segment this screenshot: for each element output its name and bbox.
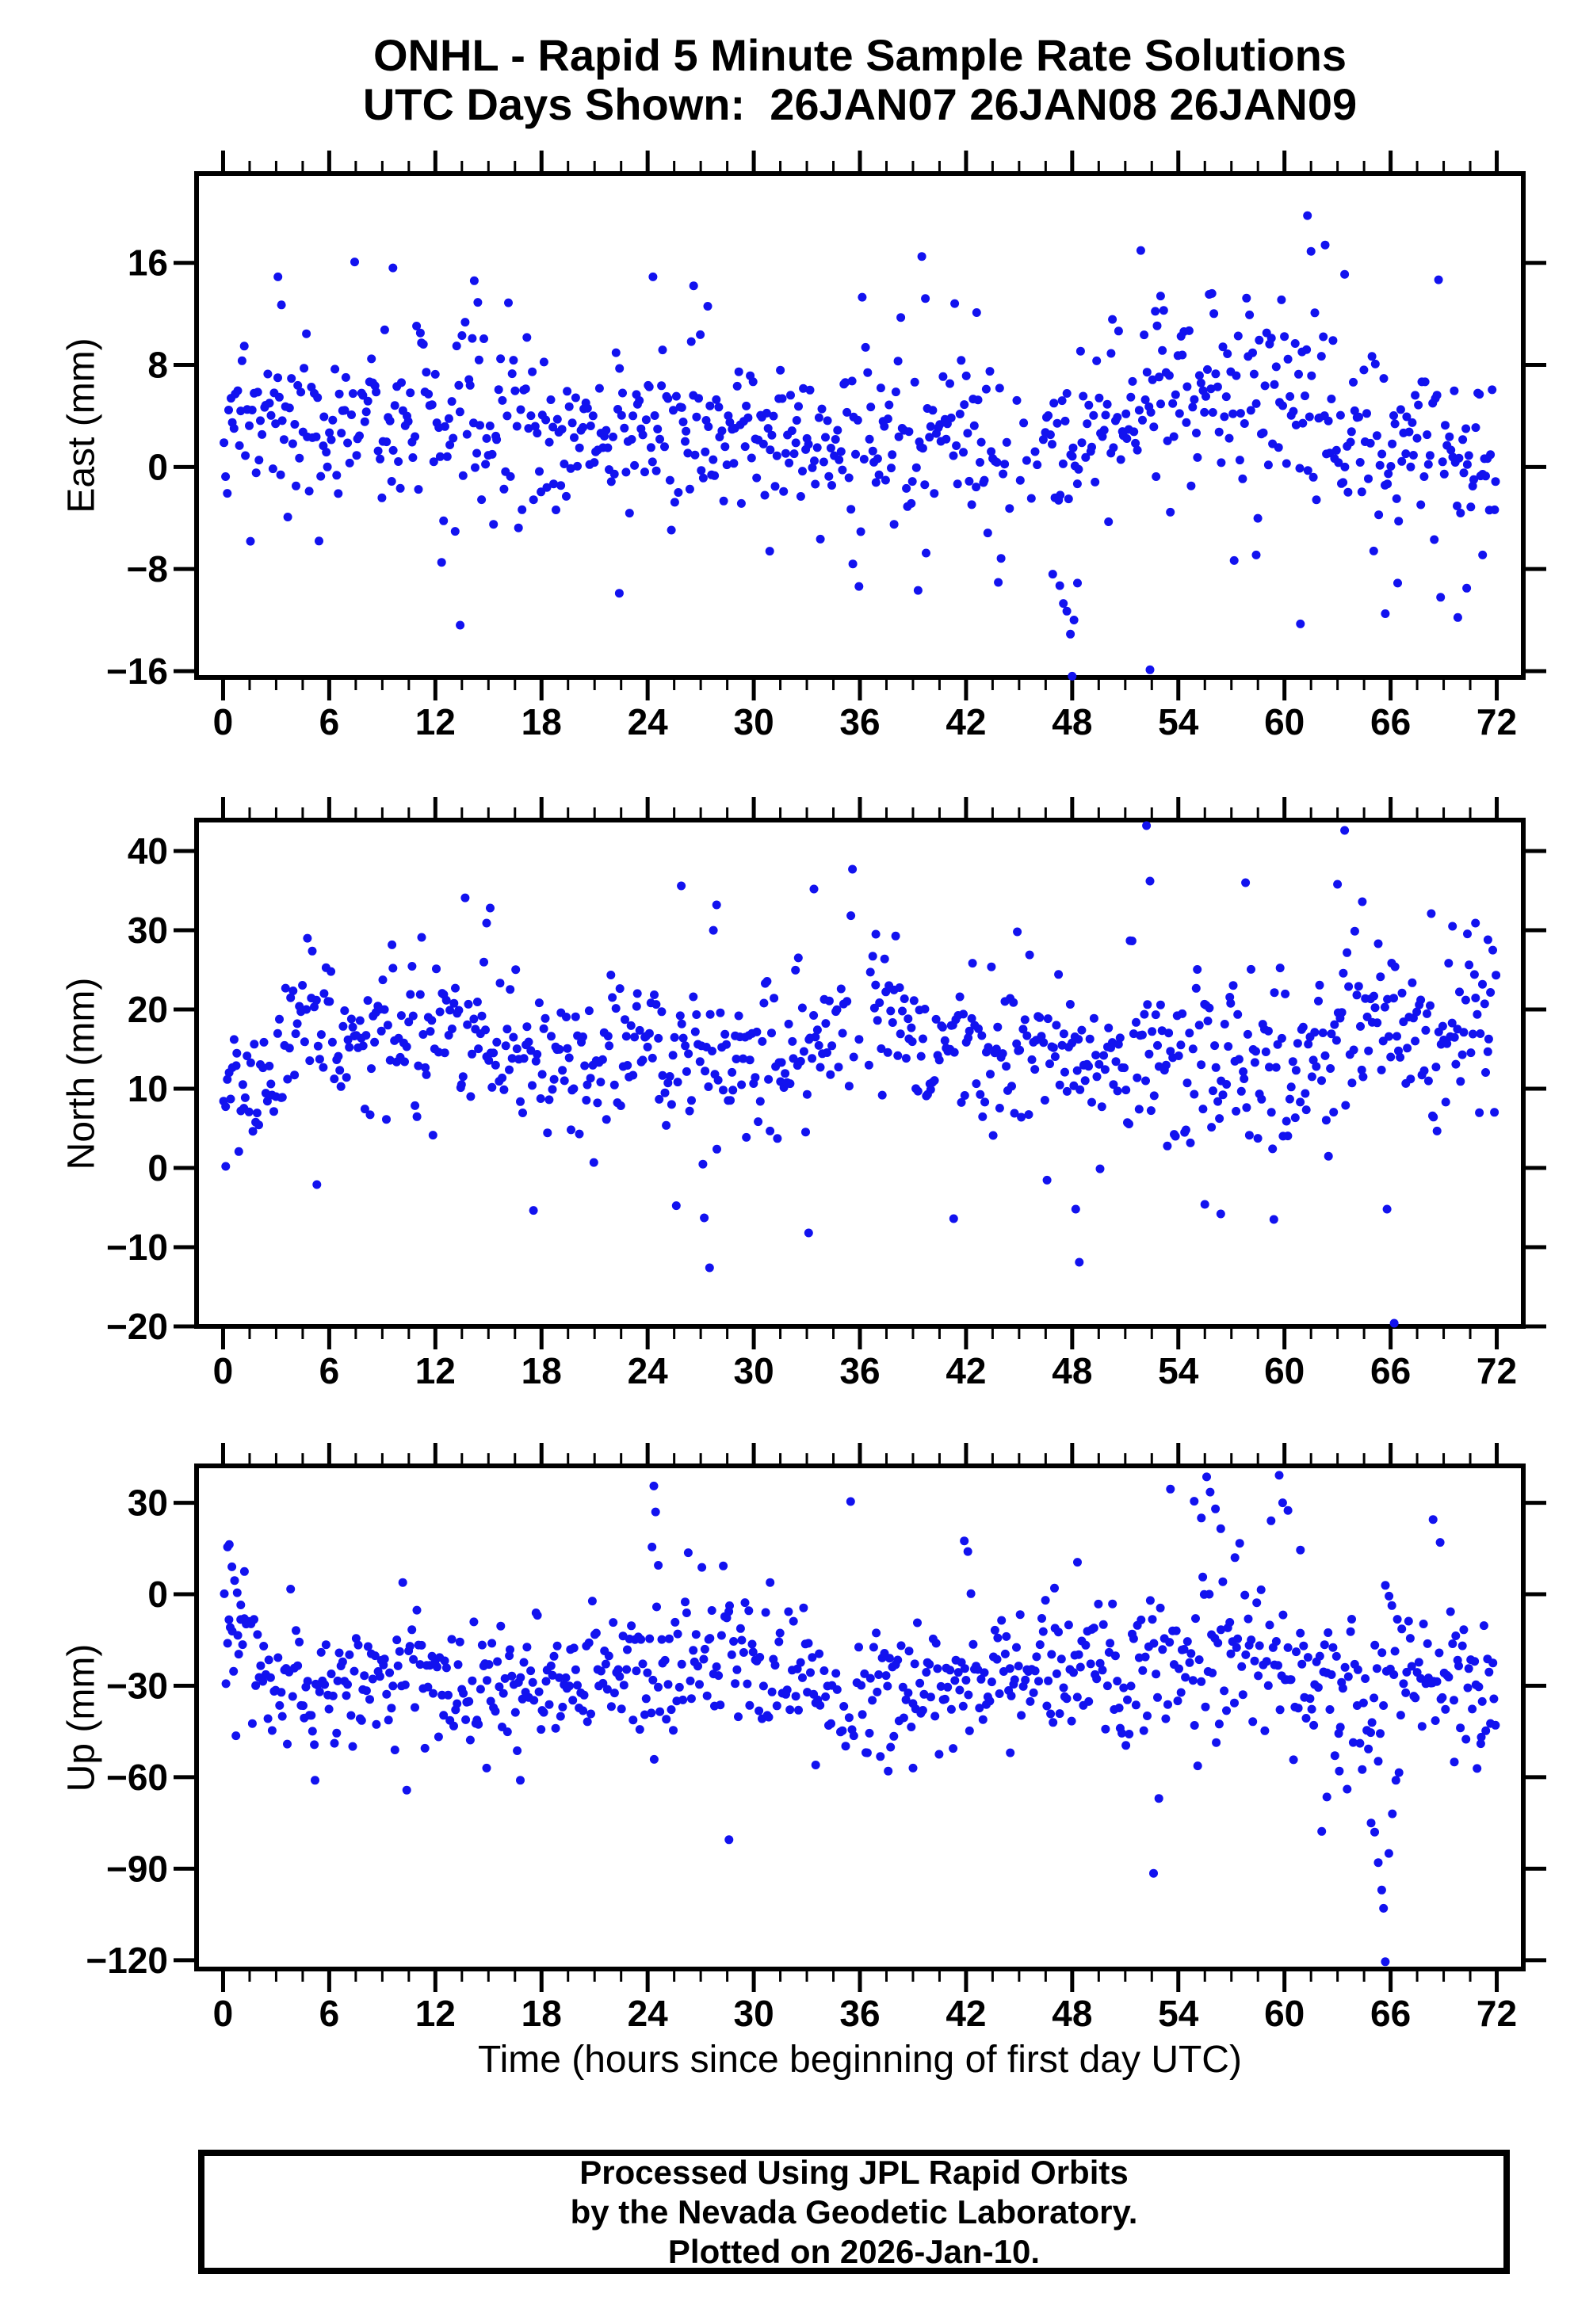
east-x-tick-label: 30 (733, 701, 774, 742)
east-x-tick-label: 48 (1052, 701, 1092, 742)
east-scatter-points (220, 211, 1500, 681)
up-scatter-points (220, 1471, 1500, 1967)
footer-line-laboratory: by the Nevada Geodetic Laboratory. (570, 2192, 1138, 2231)
up-y-tick-label: −60 (106, 1757, 168, 1798)
up-x-tick-label: 60 (1264, 1993, 1305, 2034)
up-y-tick-label: −90 (106, 1848, 168, 1889)
up-x-tick-label: 6 (319, 1993, 340, 2034)
east-y-tick-label: −8 (127, 548, 168, 590)
east-x-tick-label: 66 (1370, 701, 1411, 742)
up-x-tick-labels: 0 6 12 18 24 30 36 42 48 54 60 66 72 (213, 1993, 1517, 2034)
north-y-tick-label: 10 (128, 1068, 168, 1109)
up-x-tick-label: 66 (1370, 1993, 1411, 2034)
north-scatter-points (219, 821, 1501, 1328)
north-y-tick-label: 30 (128, 910, 168, 951)
east-y-tick-label: −16 (106, 651, 168, 692)
up-x-tick-label: 42 (946, 1993, 986, 2034)
up-y-tick-label: 0 (147, 1574, 168, 1615)
north-y-tick-label: 20 (128, 989, 168, 1030)
east-x-tick-label: 54 (1158, 701, 1199, 742)
east-x-tick-label: 42 (946, 701, 986, 742)
north-x-tick-label: 30 (733, 1350, 774, 1391)
footer-line-processing: Processed Using JPL Rapid Orbits (579, 2153, 1129, 2191)
north-x-tick-label: 72 (1477, 1350, 1517, 1391)
north-x-tick-label: 42 (946, 1350, 986, 1391)
up-panel: 0 6 12 18 24 30 36 42 48 54 60 66 72 −120 −90 −60 −30 0 30 (86, 1443, 1546, 2034)
up-y-tick-label: −30 (106, 1665, 168, 1706)
east-x-tick-label: 0 (213, 701, 234, 742)
east-y-tick-labels: −16 −8 0 8 16 (106, 242, 168, 692)
north-x-tick-label: 0 (213, 1350, 234, 1391)
north-y-tick-label: 0 (147, 1147, 168, 1189)
east-y-tick-label: 8 (147, 345, 168, 386)
east-y-tick-label: 16 (128, 242, 168, 284)
up-y-tick-label: 30 (128, 1483, 168, 1524)
north-panel: 0 6 12 18 24 30 36 42 48 54 60 66 72 −20 −10 0 10 20 30 40 (106, 797, 1546, 1391)
north-x-tick-label: 36 (839, 1350, 880, 1391)
east-x-tick-label: 24 (628, 701, 669, 742)
up-x-tick-label: 24 (628, 1993, 669, 2034)
north-x-tick-label: 12 (415, 1350, 456, 1391)
east-x-tick-label: 12 (415, 701, 456, 742)
east-frame (194, 171, 1526, 680)
east-panel: 0 6 12 18 24 30 36 42 48 54 60 66 72 −16 −8 0 8 16 (106, 151, 1546, 742)
up-frame (194, 1463, 1526, 1971)
up-x-tick-label: 12 (415, 1993, 456, 2034)
north-y-tick-label: −20 (106, 1306, 168, 1347)
east-x-tick-label: 60 (1264, 701, 1305, 742)
footer-box: Processed Using JPL Rapid Orbits by the … (198, 2150, 1510, 2274)
up-x-tick-label: 18 (521, 1993, 562, 2034)
x-axis-title: Time (hours since beginning of first day… (478, 2039, 1242, 2081)
north-y-tick-labels: −20 −10 0 10 20 30 40 (106, 830, 168, 1347)
up-x-ticks (220, 1443, 1500, 1992)
up-x-tick-label: 48 (1052, 1993, 1092, 2034)
up-x-tick-label: 36 (839, 1993, 880, 2034)
north-x-tick-labels: 0 6 12 18 24 30 36 42 48 54 60 66 72 (213, 1350, 1517, 1391)
east-y-ticks (174, 261, 1546, 674)
east-x-tick-label: 18 (521, 701, 562, 742)
east-x-tick-label: 72 (1477, 701, 1517, 742)
chart-title: ONHL - Rapid 5 Minute Sample Rate Soluti… (373, 30, 1347, 80)
up-y-tick-labels: −120 −90 −60 −30 0 30 (86, 1483, 168, 1981)
north-frame (194, 818, 1526, 1329)
north-x-tick-label: 18 (521, 1350, 562, 1391)
up-x-tick-label: 54 (1158, 1993, 1199, 2034)
north-y-tick-label: 40 (128, 830, 168, 872)
east-x-ticks (220, 151, 1500, 700)
north-x-tick-label: 48 (1052, 1350, 1092, 1391)
up-y-ticks (174, 1501, 1546, 1963)
east-x-tick-label: 36 (839, 701, 880, 742)
north-x-ticks (220, 797, 1500, 1349)
east-x-tick-label: 6 (319, 701, 340, 742)
chart-subtitle-utc-days: UTC Days Shown: 26JAN07 26JAN08 26JAN09 (362, 79, 1358, 129)
north-x-tick-label: 54 (1158, 1350, 1199, 1391)
north-x-tick-label: 60 (1264, 1350, 1305, 1391)
north-y-tick-label: −10 (106, 1227, 168, 1268)
up-x-tick-label: 0 (213, 1993, 234, 2034)
north-y-ticks (174, 849, 1546, 1329)
up-x-tick-label: 30 (733, 1993, 774, 2034)
east-y-tick-label: 0 (147, 446, 168, 487)
up-y-tick-label: −120 (86, 1940, 168, 1981)
up-x-tick-label: 72 (1477, 1993, 1517, 2034)
north-x-tick-label: 66 (1370, 1350, 1411, 1391)
north-x-tick-label: 6 (319, 1350, 340, 1391)
footer-line-plot-date: Plotted on 2026-Jan-10. (667, 2232, 1041, 2270)
north-x-tick-label: 24 (628, 1350, 669, 1391)
east-x-tick-labels: 0 6 12 18 24 30 36 42 48 54 60 66 72 (213, 701, 1517, 742)
